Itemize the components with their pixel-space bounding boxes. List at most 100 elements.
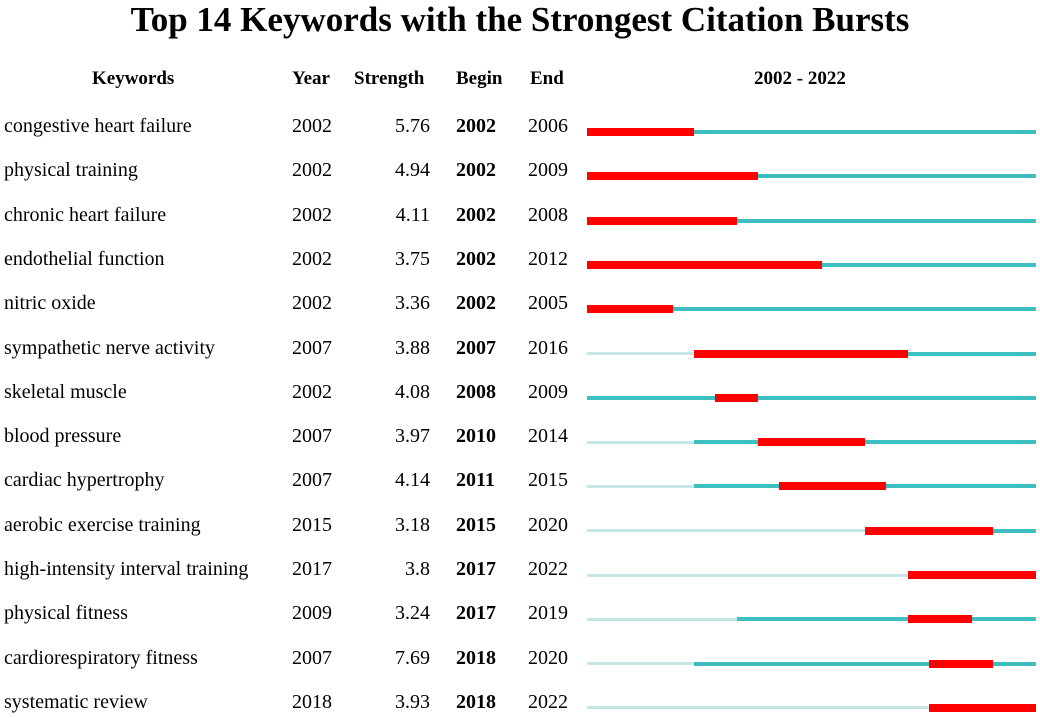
burst-segment [907, 571, 1036, 579]
active-segment [886, 484, 1036, 489]
keyword-label: cardiac hypertrophy [4, 469, 165, 492]
burst-row: aerobic exercise training 2015 3.18 2015 202… [0, 511, 1040, 541]
burst-row: nitric oxide 2002 3.36 2002 2005 [0, 289, 1040, 319]
strength-value: 3.97 [395, 425, 430, 448]
active-segment [864, 440, 1036, 445]
end-value: 2022 [528, 690, 568, 713]
active-segment [693, 130, 1036, 134]
burst-segment [587, 172, 759, 181]
strength-value: 3.24 [395, 602, 430, 625]
active-segment [758, 174, 1036, 179]
inactive-segment [587, 617, 737, 621]
burst-segment [693, 349, 908, 358]
end-value: 2005 [528, 292, 568, 315]
begin-value: 2002 [456, 292, 496, 315]
begin-value: 2018 [456, 646, 496, 669]
inactive-segment [587, 706, 930, 710]
burst-row: chronic heart failure 2002 4.11 2002 2008 [0, 201, 1040, 231]
active-segment [907, 351, 1036, 356]
begin-value: 2017 [456, 602, 496, 625]
inactive-segment [587, 484, 694, 488]
header-keywords: Keywords [92, 68, 175, 89]
burst-row: cardiorespiratory fitness 2007 7.69 2018 202… [0, 644, 1040, 674]
begin-value: 2008 [456, 380, 496, 403]
burst-segment [715, 393, 759, 402]
strength-value: 4.14 [395, 469, 430, 492]
burst-row: sympathetic nerve activity 2007 3.88 2007 20… [0, 334, 1040, 364]
keyword-label: congestive heart failure [4, 115, 192, 137]
keyword-label: systematic review [4, 690, 148, 713]
header-year: Year [292, 68, 330, 89]
strength-value: 3.8 [405, 558, 430, 580]
active-segment [736, 617, 908, 622]
begin-value: 2018 [456, 690, 496, 713]
burst-segment [758, 438, 865, 447]
begin-value: 2007 [456, 336, 496, 359]
strength-value: 4.11 [395, 203, 430, 226]
end-value: 2012 [528, 247, 568, 270]
inactive-segment [587, 440, 694, 444]
end-value: 2020 [528, 513, 568, 536]
strength-value: 3.93 [395, 690, 430, 713]
year-value: 2002 [292, 247, 332, 270]
burst-row: physical fitness 2009 3.24 2017 2019 [0, 599, 1040, 629]
strength-value: 4.94 [395, 159, 430, 182]
strength-value: 3.18 [395, 513, 430, 536]
end-value: 2015 [528, 469, 568, 492]
active-segment [693, 440, 759, 445]
active-segment [693, 484, 780, 489]
year-value: 2007 [292, 646, 332, 669]
year-value: 2002 [292, 159, 332, 182]
begin-value: 2002 [456, 247, 496, 270]
burst-segment [587, 305, 673, 314]
header-end: End [530, 68, 564, 89]
active-segment [758, 395, 1036, 400]
burst-row: high-intensity interval training 2017 3.8 2… [0, 555, 1040, 585]
burst-segment [587, 216, 737, 225]
burst-row: congestive heart failure 2002 5.76 2002 2006 [0, 112, 1040, 142]
end-value: 2016 [528, 336, 568, 359]
keyword-label: physical training [4, 159, 138, 182]
keyword-label: blood pressure [4, 425, 122, 448]
inactive-segment [587, 662, 694, 666]
active-segment [993, 661, 1036, 666]
strength-value: 3.75 [395, 247, 430, 270]
end-value: 2006 [528, 115, 568, 137]
active-segment [971, 617, 1036, 622]
keyword-label: aerobic exercise training [4, 513, 201, 536]
keyword-label: nitric oxide [4, 292, 96, 315]
strength-value: 5.76 [395, 115, 430, 137]
end-value: 2022 [528, 558, 568, 580]
keyword-label: skeletal muscle [4, 380, 127, 403]
year-value: 2009 [292, 602, 332, 625]
active-segment [587, 395, 716, 400]
active-segment [672, 307, 1036, 312]
strength-value: 3.36 [395, 292, 430, 315]
year-value: 2007 [292, 425, 332, 448]
header-range: 2002 - 2022 [754, 68, 846, 89]
begin-value: 2002 [456, 159, 496, 182]
keyword-label: high-intensity interval training [4, 558, 249, 580]
burst-segment [929, 659, 994, 668]
burst-row: physical training 2002 4.94 2002 2009 [0, 156, 1040, 186]
begin-value: 2017 [456, 558, 496, 580]
year-value: 2007 [292, 469, 332, 492]
year-value: 2015 [292, 513, 332, 536]
inactive-segment [587, 529, 865, 533]
strength-value: 3.88 [395, 336, 430, 359]
burst-segment [587, 128, 694, 136]
active-segment [736, 218, 1036, 223]
year-value: 2007 [292, 336, 332, 359]
end-value: 2008 [528, 203, 568, 226]
burst-row: endothelial function 2002 3.75 2002 2012 [0, 245, 1040, 275]
inactive-segment [587, 573, 908, 577]
begin-value: 2011 [456, 469, 495, 492]
burst-segment [587, 260, 823, 269]
keyword-label: cardiorespiratory fitness [4, 646, 198, 669]
burst-segment [929, 703, 1036, 712]
end-value: 2020 [528, 646, 568, 669]
end-value: 2014 [528, 425, 568, 448]
year-value: 2017 [292, 558, 332, 580]
keyword-label: endothelial function [4, 247, 165, 270]
burst-row: skeletal muscle 2002 4.08 2008 2009 [0, 378, 1040, 408]
